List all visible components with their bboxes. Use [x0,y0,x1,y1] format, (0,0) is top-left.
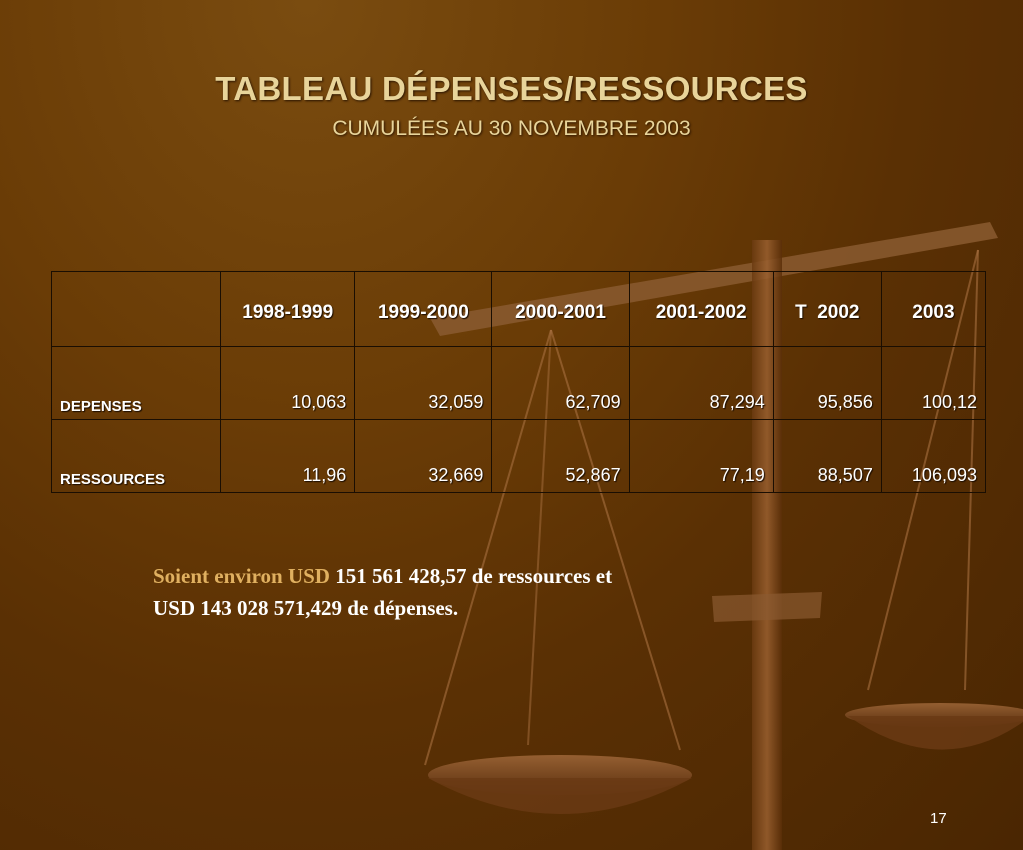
summary-expenses: USD 143 028 571,429 de dépenses. [153,596,459,620]
slide-title: TABLEAU DÉPENSES/RESSOURCES [215,70,808,107]
expenses-resources-table: 1998-1999 1999-2000 2000-2001 2001-2002 … [50,271,987,493]
column-header: 1998-1999 [220,271,356,347]
table-cell: 52,867 [491,419,630,493]
table-cell: 87,294 [628,346,774,420]
row-label-ressources: RESSOURCES [50,419,222,493]
column-header: 1999-2000 [354,271,493,347]
summary-text: Soient environ USD 151 561 428,57 de res… [153,560,793,624]
table-row: DEPENSES 10,063 32,059 62,709 87,294 95,… [50,346,987,420]
row-label-depenses: DEPENSES [50,346,222,420]
column-header: 2001-2002 [628,271,774,347]
column-header: 2000-2001 [491,271,630,347]
table-cell: 77,19 [628,419,774,493]
table-cell: 106,093 [880,419,987,493]
table-header-row: 1998-1999 1999-2000 2000-2001 2001-2002 … [50,271,987,347]
page-number: 17 [930,810,947,827]
slide-subtitle: CUMULÉES AU 30 NOVEMBRE 2003 [332,117,691,140]
table-cell: 62,709 [491,346,630,420]
table-corner-cell [50,271,222,347]
column-header: T 2002 [772,271,882,347]
table-cell: 100,12 [880,346,987,420]
column-header: 2003 [880,271,987,347]
table-cell: 10,063 [220,346,356,420]
table-cell: 32,059 [354,346,493,420]
table-cell: 11,96 [220,419,356,493]
table-cell: 88,507 [772,419,882,493]
table-cell: 95,856 [772,346,882,420]
table-cell: 32,669 [354,419,493,493]
summary-resources: 151 561 428,57 de ressources et [335,564,613,588]
summary-prefix: Soient environ USD [153,564,336,588]
table-row: RESSOURCES 11,96 32,669 52,867 77,19 88,… [50,419,987,493]
